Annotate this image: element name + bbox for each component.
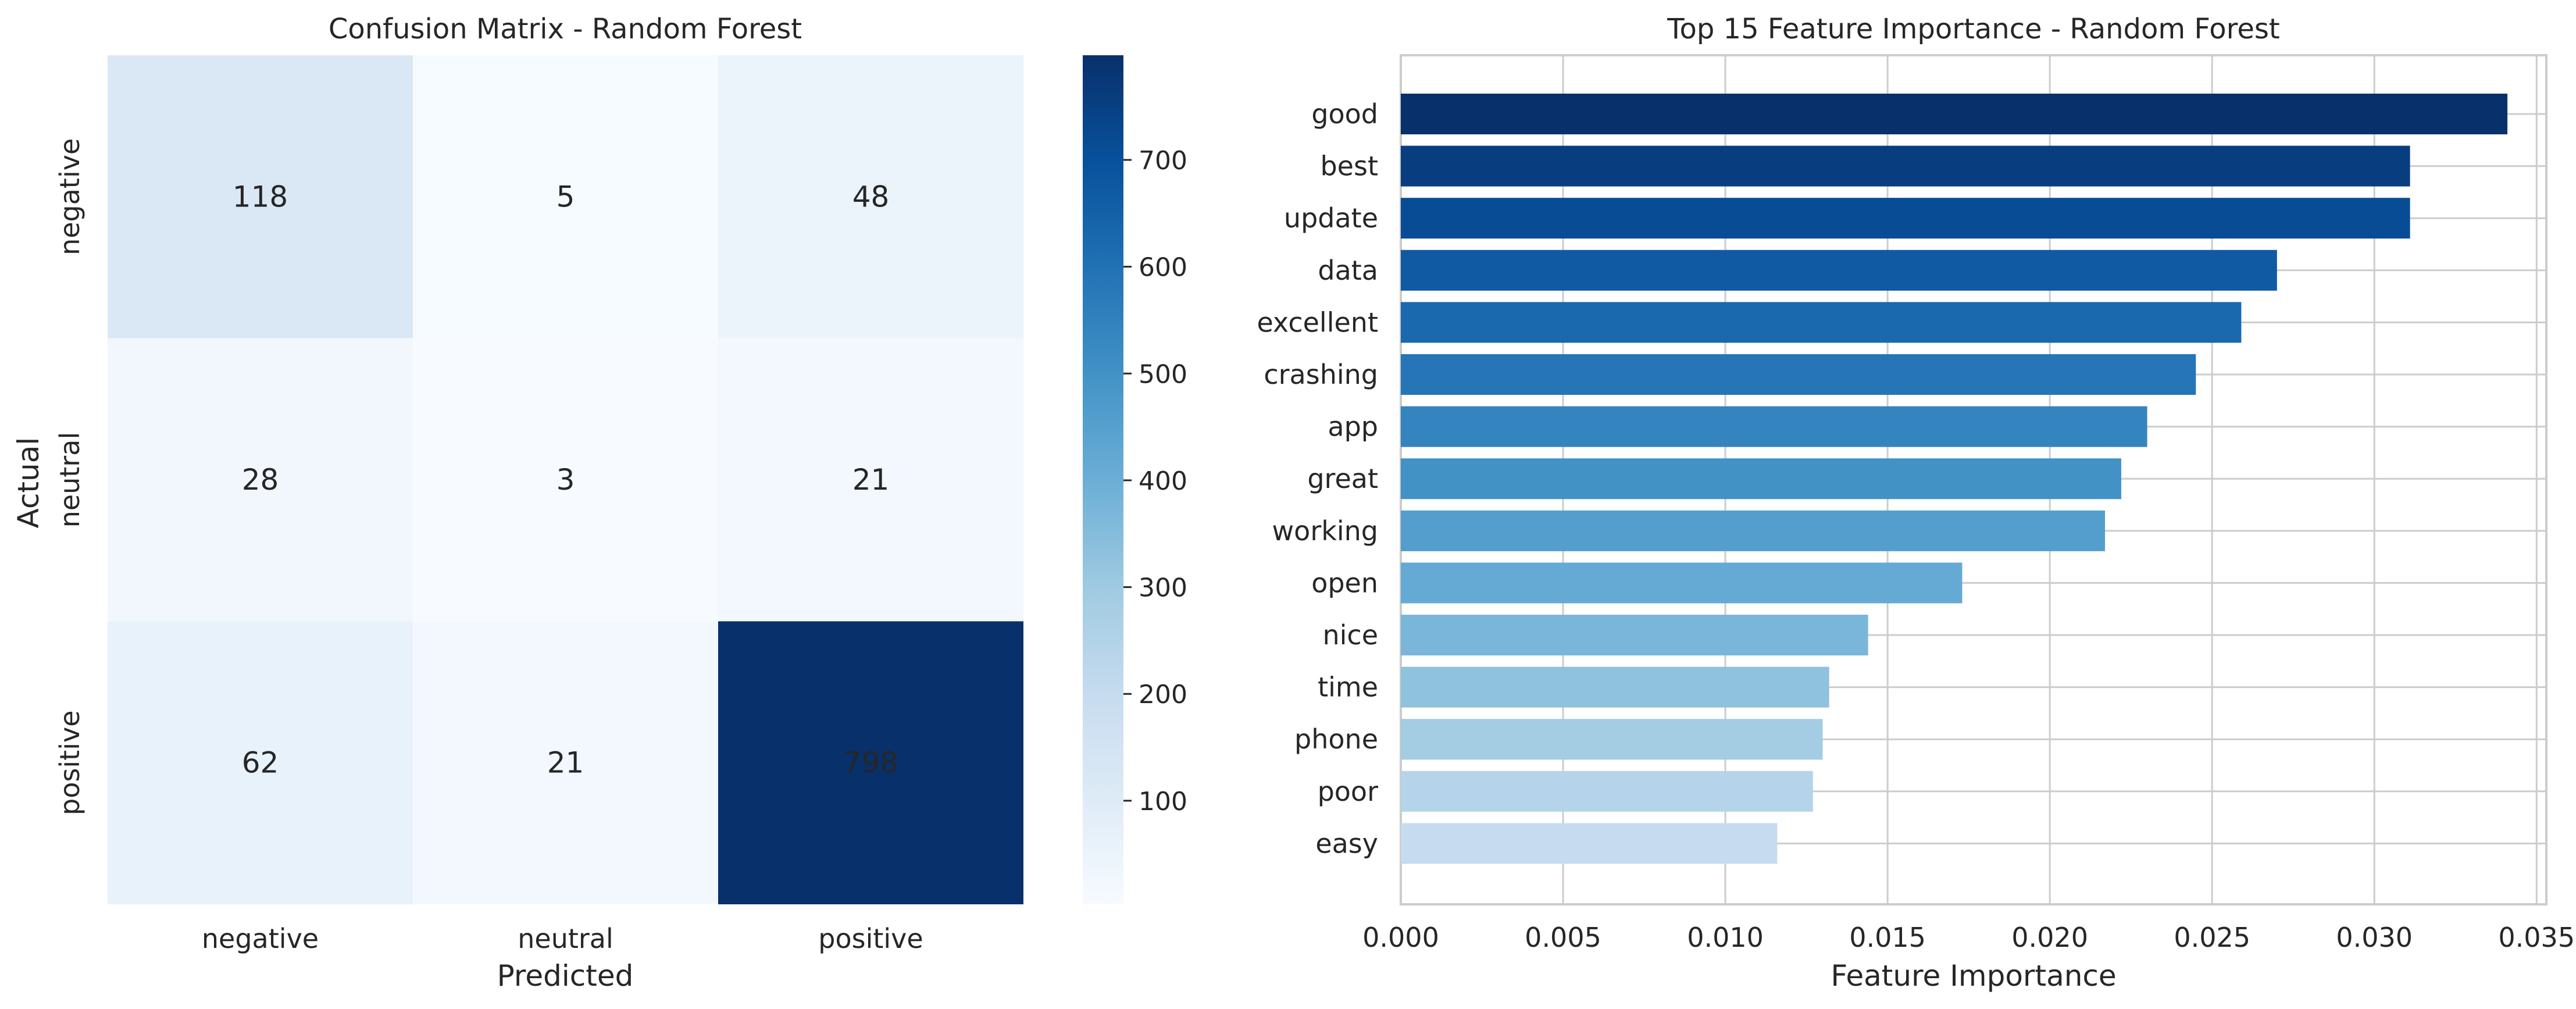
heatmap-cell-value: 118 <box>233 180 288 213</box>
heatmap-cell <box>718 55 1023 338</box>
colorbar-tick-label: 300 <box>1139 573 1187 603</box>
bar-chart-bar <box>1401 145 2410 187</box>
bar-chart-x-tick-label: 0.010 <box>1687 922 1764 953</box>
bar-chart-category-label: good <box>1311 98 1378 130</box>
bar-chart-bar <box>1401 198 2410 239</box>
heatmap-cell <box>413 621 718 904</box>
bar-chart-category-label: open <box>1311 567 1378 598</box>
bar-chart-bar <box>1401 823 1778 864</box>
heatmap-cell <box>413 338 718 622</box>
bar-chart-category-label: time <box>1318 672 1378 703</box>
colorbar-tick-label: 200 <box>1139 680 1187 709</box>
bar-chart-category-label: crashing <box>1264 359 1378 390</box>
heatmap-cell <box>413 55 718 338</box>
colorbar-tick-label: 500 <box>1139 359 1187 389</box>
heatmap-cell <box>718 338 1023 622</box>
heatmap-cells: 118 5 48 28 3 21 62 21 798 <box>108 55 1023 904</box>
bar-chart-bar <box>1401 771 1813 812</box>
heatmap-x-tick-labels: negative neutral positive <box>202 923 923 954</box>
heatmap-cell <box>108 55 413 338</box>
heatmap-cell-value: 5 <box>556 180 575 213</box>
bar-chart-panel: Top 15 Feature Importance - Random Fores… <box>1257 13 2575 993</box>
bar-chart-category-label: excellent <box>1257 306 1378 338</box>
heatmap-panel: Confusion Matrix - Random Forest 118 5 48 2… <box>12 13 1023 993</box>
bar-chart-category-label: easy <box>1315 828 1378 859</box>
colorbar-gradient <box>1083 55 1123 904</box>
bar-chart-bar <box>1401 406 2147 447</box>
heatmap-cell-value: 798 <box>843 746 898 780</box>
heatmap-y-axis-label: Actual <box>12 437 45 529</box>
bar-chart-category-labels: good best update data excellent crashing app gr… <box>1257 98 1378 859</box>
bar-chart-category-label: update <box>1284 202 1378 234</box>
heatmap-cell <box>718 621 1023 904</box>
heatmap-y-tick-label: positive <box>54 710 85 815</box>
bar-chart-x-tick-label: 0.025 <box>2174 922 2250 953</box>
bar-chart-category-label: nice <box>1322 619 1378 651</box>
bar-chart-category-label: best <box>1320 151 1378 182</box>
bar-chart-category-label: phone <box>1294 723 1378 755</box>
bar-chart-x-tick-label: 0.005 <box>1525 922 1601 953</box>
bar-chart-bar <box>1401 615 1868 655</box>
bar-chart-category-label: data <box>1318 255 1378 286</box>
bar-chart-x-tick-label: 0.000 <box>1362 922 1439 953</box>
bar-chart-category-label: poor <box>1318 776 1378 807</box>
colorbar-tick-label: 100 <box>1139 787 1187 817</box>
bar-chart-title: Top 15 Feature Importance - Random Fores… <box>1667 13 2279 45</box>
heatmap-cell-value: 3 <box>556 463 575 497</box>
colorbar-tick-label: 400 <box>1139 466 1187 496</box>
heatmap-x-tick-label: neutral <box>518 923 613 954</box>
bar-chart-x-tick-label: 0.020 <box>2011 922 2088 953</box>
bar-chart-category-label: working <box>1272 515 1378 547</box>
bar-chart-bar <box>1401 458 2121 500</box>
heatmap-x-tick-label: positive <box>818 923 923 954</box>
heatmap-cell <box>108 621 413 904</box>
bar-chart-bar <box>1401 94 2508 134</box>
bar-chart-bar <box>1401 354 2196 395</box>
heatmap-x-axis-label: Predicted <box>497 959 634 993</box>
bar-chart-bar <box>1401 510 2106 551</box>
heatmap-title: Confusion Matrix - Random Forest <box>329 13 802 45</box>
heatmap-y-tick-label: neutral <box>54 432 85 528</box>
heatmap-cell <box>108 338 413 622</box>
colorbar: 100 200 300 400 500 600 700 <box>1083 55 1187 904</box>
heatmap-y-tick-labels: negative neutral positive <box>54 138 85 815</box>
colorbar-ticks: 100 200 300 400 500 600 700 <box>1123 146 1187 817</box>
bar-chart-x-tick-label: 0.015 <box>1849 922 1926 953</box>
bar-chart-category-label: app <box>1328 411 1378 443</box>
colorbar-tick-label: 700 <box>1139 146 1187 176</box>
heatmap-cell-value: 21 <box>852 463 890 497</box>
heatmap-cell-value: 28 <box>242 463 279 497</box>
colorbar-tick-label: 600 <box>1139 253 1187 283</box>
heatmap-cell-value: 62 <box>242 746 279 780</box>
bar-chart-x-tick-labels: 0.000 0.005 0.010 0.015 0.020 0.025 0.030 0.035 <box>1362 922 2575 953</box>
bar-chart-bar <box>1401 249 2277 291</box>
bar-chart-bars <box>1401 94 2508 864</box>
heatmap-cell-value: 48 <box>852 180 890 213</box>
bar-chart-x-tick-label: 0.030 <box>2336 922 2413 953</box>
bar-chart-bar <box>1401 562 1963 604</box>
bar-chart-category-label: great <box>1307 463 1378 494</box>
heatmap-cell-value: 21 <box>547 746 584 780</box>
heatmap-y-tick-label: negative <box>54 138 85 255</box>
heatmap-x-tick-label: negative <box>202 923 319 954</box>
bar-chart-x-tick-label: 0.035 <box>2498 922 2575 953</box>
bar-chart-bar <box>1401 666 1829 708</box>
bar-chart-bar <box>1401 302 2242 343</box>
bar-chart-bar <box>1401 719 1823 760</box>
bar-chart-x-axis-label: Feature Importance <box>1831 959 2116 993</box>
